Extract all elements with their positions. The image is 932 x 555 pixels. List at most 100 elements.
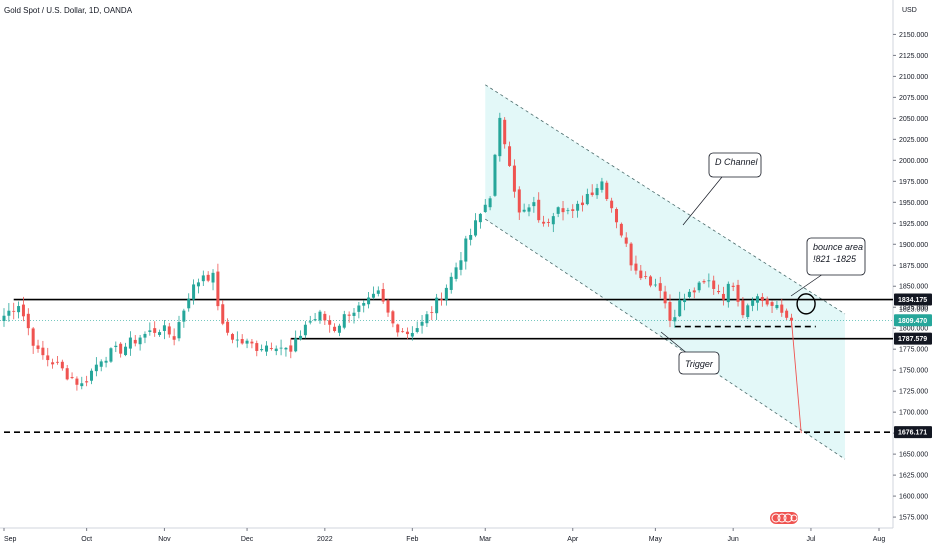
y-tick-label: 2100.000 — [899, 74, 928, 81]
candle — [250, 338, 254, 349]
y-tick-label: 1925.000 — [899, 221, 928, 228]
candle — [196, 278, 200, 294]
candle — [503, 117, 507, 149]
candle-body — [454, 267, 458, 279]
candle — [726, 281, 730, 308]
candle-body — [600, 181, 604, 190]
candle — [367, 292, 371, 309]
candle-body — [444, 287, 448, 300]
candle — [576, 200, 580, 218]
y-tick-label: 2050.000 — [899, 116, 928, 123]
candle-body — [21, 304, 25, 317]
x-tick-label: Nov — [158, 536, 171, 543]
candle — [70, 372, 74, 380]
candle-body — [396, 324, 400, 333]
candle — [182, 308, 186, 328]
candle — [128, 331, 132, 356]
candle-body — [785, 310, 789, 318]
axes-group: 2150.000 2125.000 2100.000 2075.000 2050.000… — [0, 0, 928, 543]
candle — [449, 272, 453, 294]
chart-title: Gold Spot / U.S. Dollar, 1D, OANDA — [4, 6, 133, 15]
candle-body — [289, 345, 293, 352]
candle-body — [595, 188, 599, 196]
candle — [498, 112, 502, 162]
candle — [240, 334, 244, 345]
x-tick-label: Feb — [406, 536, 418, 543]
price-tag-support: 1787.579 — [894, 332, 932, 345]
candle-body — [566, 210, 570, 212]
candle-body — [60, 361, 64, 369]
candle-body — [65, 368, 69, 380]
candle — [663, 285, 667, 309]
y-tick-label: 1725.000 — [899, 389, 928, 396]
x-tick-label: Mar — [479, 536, 492, 543]
candle — [264, 341, 269, 356]
annotations-group: D Channel bounce area !821 -1825 Trigger — [660, 152, 866, 434]
candle-body — [765, 299, 769, 305]
candle-body — [469, 234, 473, 240]
price-tag-current-bg — [894, 314, 932, 327]
candle — [260, 344, 264, 352]
annotation-d-channel-pointer — [682, 176, 723, 226]
candle — [483, 198, 487, 213]
candle-body — [678, 300, 682, 317]
channel-fill — [485, 84, 845, 460]
replay-icon[interactable] — [770, 512, 798, 524]
candle-body — [26, 313, 30, 329]
candle — [158, 329, 162, 337]
candle — [114, 341, 118, 353]
bounce-area-circle — [796, 293, 816, 315]
candle — [51, 358, 55, 369]
candle — [12, 302, 16, 320]
candle-body — [303, 324, 307, 336]
candle-body — [308, 321, 312, 323]
x-tick-label: Dec — [241, 536, 254, 543]
candle-body — [211, 272, 215, 283]
candle-body — [435, 297, 439, 314]
candle — [459, 252, 463, 276]
candle — [585, 188, 589, 206]
candle — [26, 308, 30, 336]
y-tick-label: 1750.000 — [899, 368, 928, 375]
candle-body — [498, 117, 502, 157]
candle — [133, 335, 137, 347]
candle-body — [551, 216, 555, 225]
x-tick-label: Jun — [728, 536, 739, 543]
candle-body — [493, 154, 497, 196]
y-tick-label: 1625.000 — [899, 473, 928, 480]
price-tag-support-label: 1787.579 — [898, 336, 927, 343]
candle-body — [240, 339, 244, 344]
candle-body — [264, 345, 269, 352]
candle — [561, 201, 565, 221]
candle-body — [649, 276, 653, 286]
y-tick-label: 1850.000 — [899, 284, 928, 291]
candle — [167, 322, 171, 338]
candle — [294, 330, 298, 353]
x-tick-label: Sep — [4, 536, 17, 543]
candle — [299, 330, 303, 341]
candle — [474, 213, 478, 238]
annotation-bounce-area-text: bounce area — [813, 242, 863, 252]
candle — [75, 376, 79, 391]
candle-body — [46, 355, 50, 361]
candle — [352, 307, 356, 324]
candle-body — [610, 200, 614, 209]
candle-body — [527, 207, 531, 212]
candle — [454, 262, 458, 282]
candle — [405, 327, 409, 340]
candle — [65, 364, 69, 381]
candle — [347, 311, 351, 323]
candle — [590, 184, 594, 197]
projection-line — [791, 320, 802, 434]
y-tick-label: 1800.000 — [899, 326, 928, 333]
candle — [177, 315, 181, 342]
candle-body — [250, 341, 254, 344]
candle-body — [279, 347, 283, 349]
candle-body — [362, 303, 366, 306]
candle — [464, 235, 468, 270]
candle — [303, 321, 307, 339]
candle — [522, 203, 526, 213]
candle-body — [352, 312, 356, 316]
candle-body — [439, 299, 444, 301]
